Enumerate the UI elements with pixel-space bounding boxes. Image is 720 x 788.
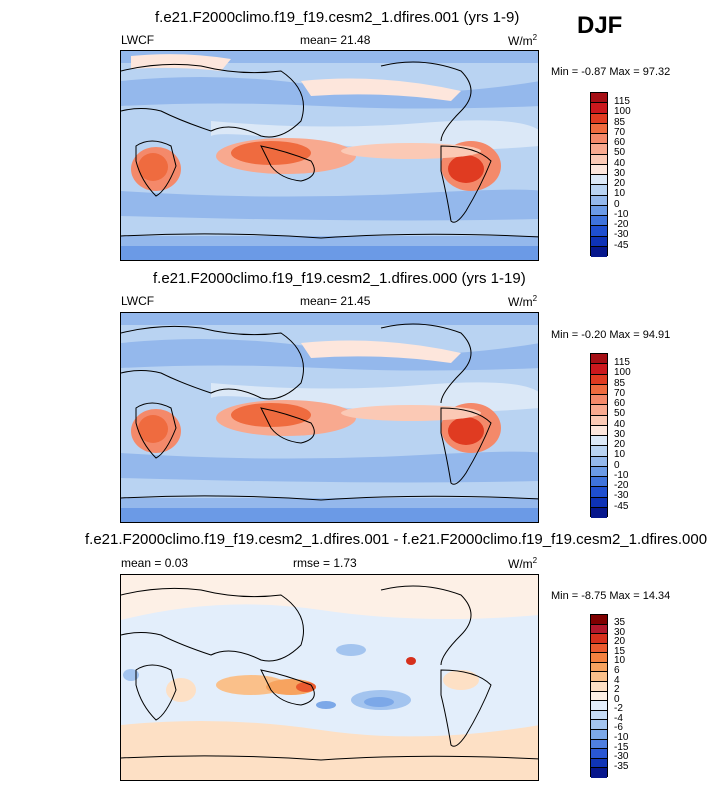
season-label: DJF — [577, 12, 623, 39]
colorbar-tick-label: -10 — [614, 469, 629, 481]
colorbar-tick-label: 0 — [614, 459, 620, 471]
colorbar-tick-label: 35 — [614, 617, 626, 628]
panel3-mean-label: mean = 0.03 — [121, 556, 189, 570]
colorbar-tick-label: 6 — [614, 664, 620, 676]
colorbar-tick-label: -45 — [614, 500, 629, 512]
colorbar-tick-label: 15 — [614, 645, 626, 657]
colorbar-tick-label: -6 — [614, 722, 623, 734]
panel1-title: f.e21.F2000climo.f19_f19.cesm2_1.dfires.… — [155, 9, 520, 26]
colorbar-tick-label: -45 — [614, 239, 629, 251]
panel3-minmax-label: Min = -8.75 Max = 14.34 — [551, 590, 671, 602]
panel2-mean-label: mean= 21.45 — [300, 294, 371, 308]
panel3-units-label: W/m2 — [508, 556, 538, 571]
colorbar-tick-label: 2 — [614, 684, 620, 696]
colorbar-tick-label: -15 — [614, 741, 629, 753]
colorbar-tick-label: 100 — [614, 106, 631, 118]
panel3-map — [120, 574, 539, 781]
colorbar-tick-label: 20 — [614, 178, 626, 189]
colorbar-tick-label: 0 — [614, 693, 620, 705]
panel2-map — [120, 312, 539, 523]
colorbar-tick-label: 100 — [614, 367, 631, 379]
colorbar-tick-label: 10 — [614, 188, 626, 200]
colorbar-tick-label: 0 — [614, 198, 620, 210]
panel1-map — [120, 50, 539, 261]
colorbar-tick-label: 115 — [614, 96, 630, 107]
colorbar-tick-label: 70 — [614, 126, 626, 138]
panel3-rmse-label: rmse = 1.73 — [293, 556, 357, 570]
colorbar-tick-label: 85 — [614, 116, 626, 128]
colorbar-tick-label: -30 — [614, 751, 629, 763]
panel2-minmax-label: Min = -0.20 Max = 94.91 — [551, 329, 671, 341]
colorbar-tick-label: 60 — [614, 137, 626, 148]
panel1-units-label: W/m2 — [508, 33, 538, 48]
colorbar-tick-label: 70 — [614, 387, 626, 399]
panel2-units-label: W/m2 — [508, 294, 538, 309]
colorbar-tick-label: -30 — [614, 229, 629, 241]
panel3-title: f.e21.F2000climo.f19_f19.cesm2_1.dfires.… — [85, 531, 708, 548]
colorbar-tick-label: 60 — [614, 398, 626, 409]
colorbar-tick-label: -20 — [614, 219, 629, 230]
colorbar-tick-label: -10 — [614, 732, 629, 744]
panel2-colorbar — [590, 353, 608, 518]
panel1-mean-label: mean= 21.48 — [300, 33, 371, 47]
colorbar-tick-label: 50 — [614, 408, 626, 420]
colorbar-tick-label: 85 — [614, 377, 626, 389]
panel2-variable-label: LWCF — [121, 294, 155, 308]
colorbar-tick-label: 40 — [614, 418, 626, 430]
colorbar-tick-label: 10 — [614, 655, 626, 667]
colorbar-tick-label: 10 — [614, 449, 626, 461]
colorbar-tick-label: 30 — [614, 428, 626, 440]
panel2-title: f.e21.F2000climo.f19_f19.cesm2_1.dfires.… — [153, 270, 526, 287]
colorbar-tick-label: -35 — [614, 760, 629, 772]
colorbar-tick-label: 20 — [614, 439, 626, 450]
colorbar-tick-label: 30 — [614, 167, 626, 179]
colorbar-tick-label: 30 — [614, 626, 626, 638]
panel1-colorbar — [590, 92, 608, 257]
colorbar-tick-label: -30 — [614, 490, 629, 502]
colorbar-tick-label: -2 — [614, 703, 623, 715]
colorbar-tick-label: -4 — [614, 712, 623, 724]
colorbar-tick-label: 4 — [614, 674, 620, 686]
panel1-variable-label: LWCF — [121, 33, 155, 47]
colorbar-tick-label: -10 — [614, 208, 629, 220]
colorbar-tick-label: 20 — [614, 636, 626, 648]
panel3-colorbar — [590, 614, 608, 778]
panel1-minmax-label: Min = -0.87 Max = 97.32 — [551, 66, 671, 78]
colorbar-tick-label: 40 — [614, 157, 626, 169]
colorbar-tick-label: 115 — [614, 357, 630, 368]
colorbar-tick-label: 50 — [614, 147, 626, 159]
colorbar-tick-label: -20 — [614, 480, 629, 491]
